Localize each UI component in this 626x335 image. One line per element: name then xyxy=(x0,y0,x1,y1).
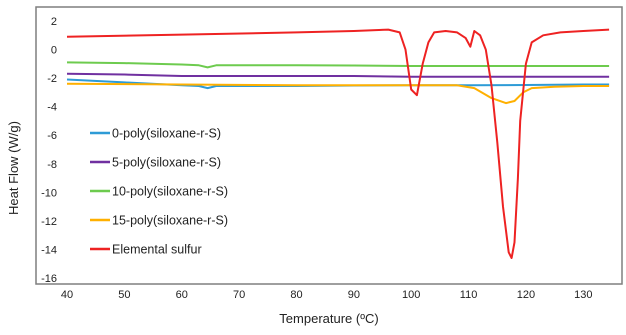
y-tick-label: -14 xyxy=(41,244,57,256)
x-tick-label: 100 xyxy=(402,289,420,301)
x-axis-title: Temperature (ºC) xyxy=(279,311,378,326)
x-tick-label: 120 xyxy=(517,289,535,301)
legend: 0-poly(siloxane-r-S) 5-poly(siloxane-r-S)… xyxy=(90,127,228,257)
y-tick-label: 2 xyxy=(51,16,57,28)
x-tick-label: 90 xyxy=(348,289,360,301)
legend-label-4: Elemental sulfur xyxy=(112,243,202,257)
x-tick-label: 60 xyxy=(176,289,188,301)
x-tick-label: 40 xyxy=(61,289,73,301)
x-tick-label: 70 xyxy=(233,289,245,301)
y-tick-label: -10 xyxy=(41,187,57,199)
y-axis-title: Heat Flow (W/g) xyxy=(6,121,21,215)
legend-label-1: 5-poly(siloxane-r-S) xyxy=(112,156,221,170)
series-line-3 xyxy=(66,82,610,105)
x-tick-label: 110 xyxy=(460,289,478,301)
y-tick-label: -6 xyxy=(47,130,57,142)
series-line-4 xyxy=(66,28,610,259)
legend-label-0: 0-poly(siloxane-r-S) xyxy=(112,127,221,141)
series-line-1 xyxy=(66,72,610,78)
y-tick-label: -2 xyxy=(47,73,57,85)
legend-label-2: 10-poly(siloxane-r-S) xyxy=(112,185,228,199)
x-tick-label: 50 xyxy=(118,289,130,301)
plot-border xyxy=(35,6,623,285)
series-line-2 xyxy=(66,61,610,69)
y-tick-label: -16 xyxy=(41,273,57,285)
x-tick-labels: 40 50 60 70 80 90 100 110 120 130 xyxy=(61,289,593,301)
y-tick-label: 0 xyxy=(51,45,57,57)
series-layer xyxy=(66,28,610,259)
y-tick-labels: 2 0 -2 -4 -6 -8 -10 -12 -14 -16 xyxy=(41,16,57,285)
y-tick-label: -12 xyxy=(41,216,57,228)
legend-label-3: 15-poly(siloxane-r-S) xyxy=(112,214,228,228)
y-tick-label: -4 xyxy=(47,102,57,114)
x-tick-label: 130 xyxy=(574,289,592,301)
x-tick-label: 80 xyxy=(290,289,302,301)
y-tick-label: -8 xyxy=(47,159,57,171)
